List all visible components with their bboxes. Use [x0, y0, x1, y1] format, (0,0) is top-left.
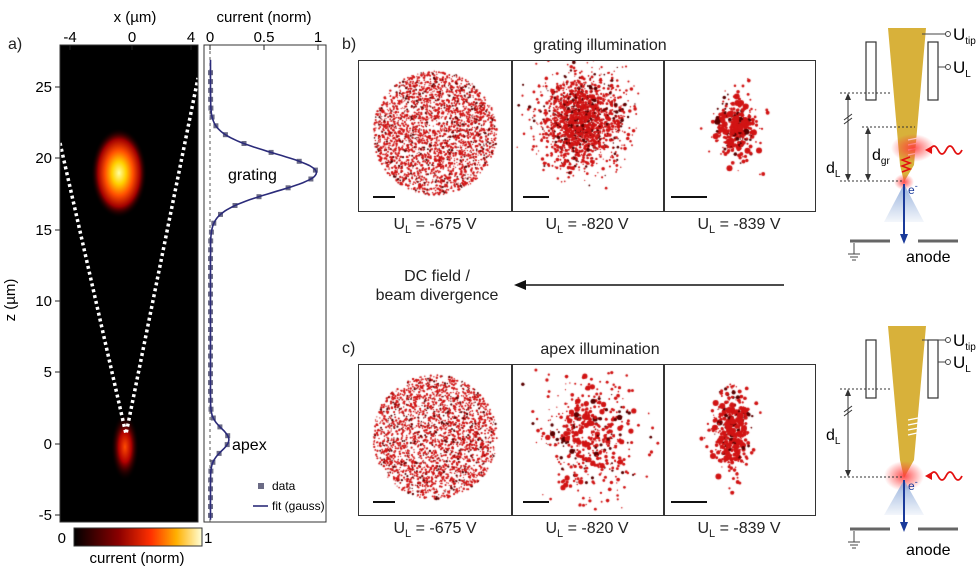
label-u-l: UL	[953, 58, 971, 80]
panel-c-letter: c)	[342, 340, 356, 357]
label-d-l: dL	[826, 427, 841, 447]
scale-bar	[373, 501, 395, 503]
x-axis-ticks	[69, 45, 192, 50]
scale-bar	[373, 196, 395, 198]
colorbar	[73, 527, 203, 547]
electron-label: e-	[908, 181, 918, 197]
label-u-tip: Utip	[953, 25, 976, 47]
z-tick-label: 20	[35, 150, 52, 167]
dc-field-arrow	[514, 280, 784, 290]
anode-label: anode	[906, 249, 951, 266]
colorbar-min: 0	[58, 530, 66, 547]
apex-hotspot	[111, 413, 139, 481]
profile-tick-label: 0	[206, 29, 214, 46]
panel-c-title: apex illumination	[540, 341, 660, 358]
grating-label: grating	[228, 167, 277, 184]
apex-label: apex	[232, 437, 267, 454]
detector-image-839v	[663, 61, 815, 211]
lens-plate-right	[927, 339, 939, 399]
detector-image-675v	[359, 365, 511, 515]
x-tick-label: 0	[128, 29, 136, 46]
legend-fit-label: fit (gauss)	[272, 499, 325, 513]
lens-plate-left	[865, 41, 877, 101]
profile-frame	[203, 44, 327, 523]
laser-spot-apex	[884, 461, 924, 491]
z-axis-ticks	[55, 86, 60, 516]
caption-c-820: UL = -820 V	[545, 520, 629, 541]
z-tick-label: -5	[39, 507, 52, 524]
laser-wave	[929, 145, 963, 155]
scale-bar	[671, 196, 707, 198]
image-divider	[663, 61, 665, 211]
panel-b-images	[358, 60, 816, 212]
x-tick-label: -4	[63, 29, 76, 46]
label-d-l: dL	[826, 160, 841, 180]
profile-axis-label: current (norm)	[216, 9, 311, 26]
colorbar-label: current (norm)	[89, 550, 184, 567]
detector-image-675v	[359, 61, 511, 211]
panel-b-letter: b)	[342, 36, 357, 53]
grating-hotspot	[91, 128, 147, 218]
z-tick-label: 5	[44, 364, 52, 381]
z-tick-label: 25	[35, 79, 52, 96]
legend-data-label: data	[272, 479, 296, 493]
label-u-tip: Utip	[953, 331, 976, 353]
electron-label: e-	[908, 477, 918, 493]
arrow-label: DC field / beam divergence	[375, 268, 499, 304]
emission-spot	[894, 174, 914, 190]
profile-fit-line	[209, 59, 318, 520]
profile-ticks	[209, 45, 319, 50]
laser-spot-grating	[891, 134, 935, 162]
detector-image-839v	[663, 365, 815, 515]
colorbar-max: 1	[204, 530, 212, 547]
lens-plate-left	[865, 339, 877, 399]
caption-c-839: UL = -839 V	[697, 520, 781, 541]
scale-bar	[523, 501, 549, 503]
profile-tick-label: 0.5	[254, 29, 275, 46]
label-d-gr: dgr	[872, 147, 890, 167]
image-divider	[511, 365, 513, 515]
scale-bar	[671, 501, 707, 503]
tip-body	[888, 326, 926, 478]
caption-b-820: UL = -820 V	[545, 216, 629, 237]
tip-body	[888, 28, 926, 182]
x-tick-label: 4	[187, 29, 195, 46]
panel-b-title: grating illumination	[533, 37, 667, 54]
detector-image-820v	[511, 61, 663, 211]
panel-a-letter: a)	[8, 36, 23, 53]
emitted-pulse	[899, 156, 913, 173]
profile-tick-label: 1	[314, 29, 322, 46]
z-tick-label: 15	[35, 222, 52, 239]
scale-bar	[523, 196, 549, 198]
schematic-apex: Utip UL e- dL anode	[826, 326, 976, 559]
x-axis-label: x (µm)	[114, 9, 157, 26]
laser-wave	[929, 471, 963, 481]
z-tick-label: 10	[35, 293, 52, 310]
detector-image-820v	[511, 365, 663, 515]
image-divider	[663, 365, 665, 515]
label-u-l: UL	[953, 353, 971, 375]
grating-lines	[907, 417, 919, 436]
caption-b-839: UL = -839 V	[697, 216, 781, 237]
legend-data-marker	[258, 483, 264, 489]
panel-a-figure: -4 0 4 x (µm) 25 20 15 10 5 0 -5 z (µm) …	[2, 9, 327, 567]
anode-label: anode	[906, 542, 951, 559]
lens-plate-right	[927, 41, 939, 101]
tip-outline	[58, 77, 200, 435]
schematic-grating: Utip UL e- dL dgr anode	[826, 25, 976, 266]
panel-c-images	[358, 364, 816, 516]
caption-b-675: UL = -675 V	[393, 216, 477, 237]
caption-c-675: UL = -675 V	[393, 520, 477, 541]
z-axis-label: z (µm)	[2, 279, 19, 322]
z-tick-label: 0	[44, 436, 52, 453]
image-divider	[511, 61, 513, 211]
